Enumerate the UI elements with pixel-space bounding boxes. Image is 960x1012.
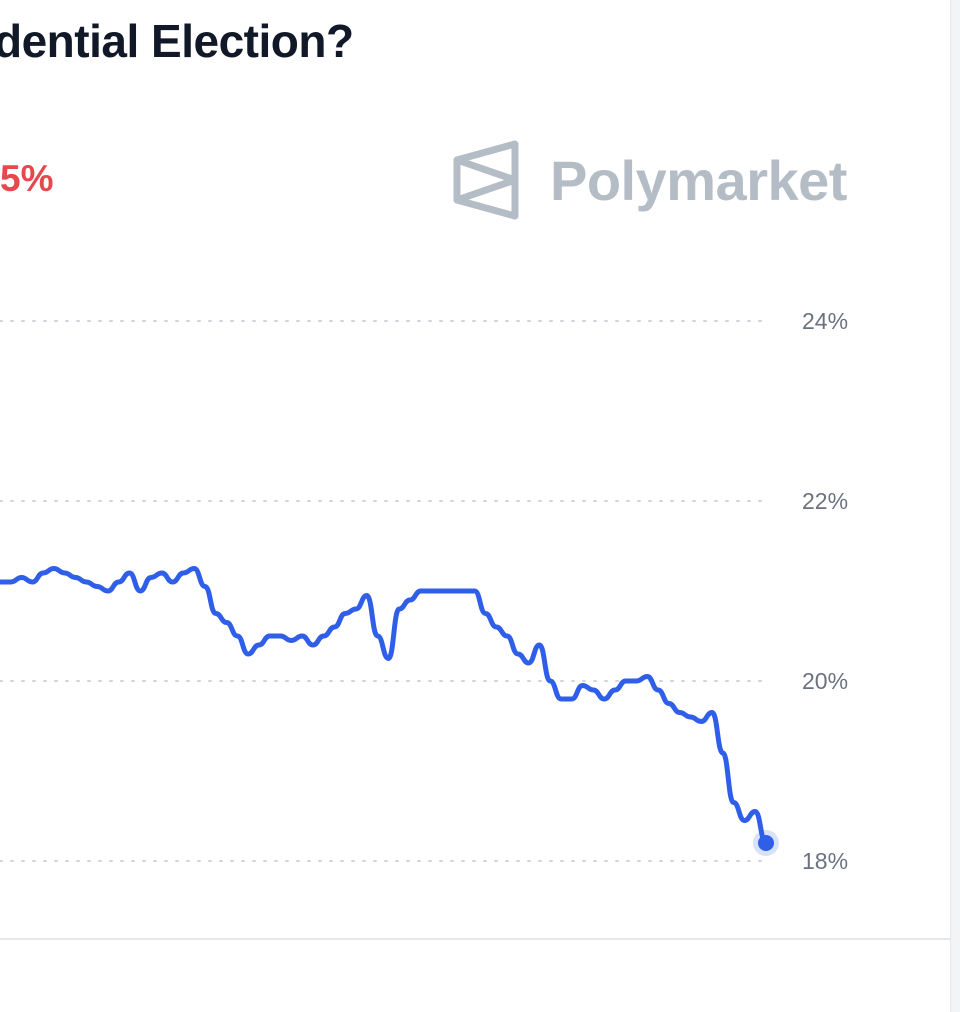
series-line [0,566,769,846]
chart-bottom-divider [0,938,950,940]
price-change: 5% [0,158,54,199]
brand-name: Polymarket [550,148,847,212]
y-tick-label: 18% [802,848,848,874]
y-tick-label: 20% [802,668,848,694]
y-tick-label: 22% [802,488,848,514]
market-title: dential Election? [0,15,354,67]
panel-edge [950,0,960,1012]
endpoint-marker[interactable] [758,835,774,851]
y-tick-label: 24% [802,308,848,334]
brand-watermark: Polymarket [452,140,847,220]
polymarket-logo-icon [453,140,519,220]
